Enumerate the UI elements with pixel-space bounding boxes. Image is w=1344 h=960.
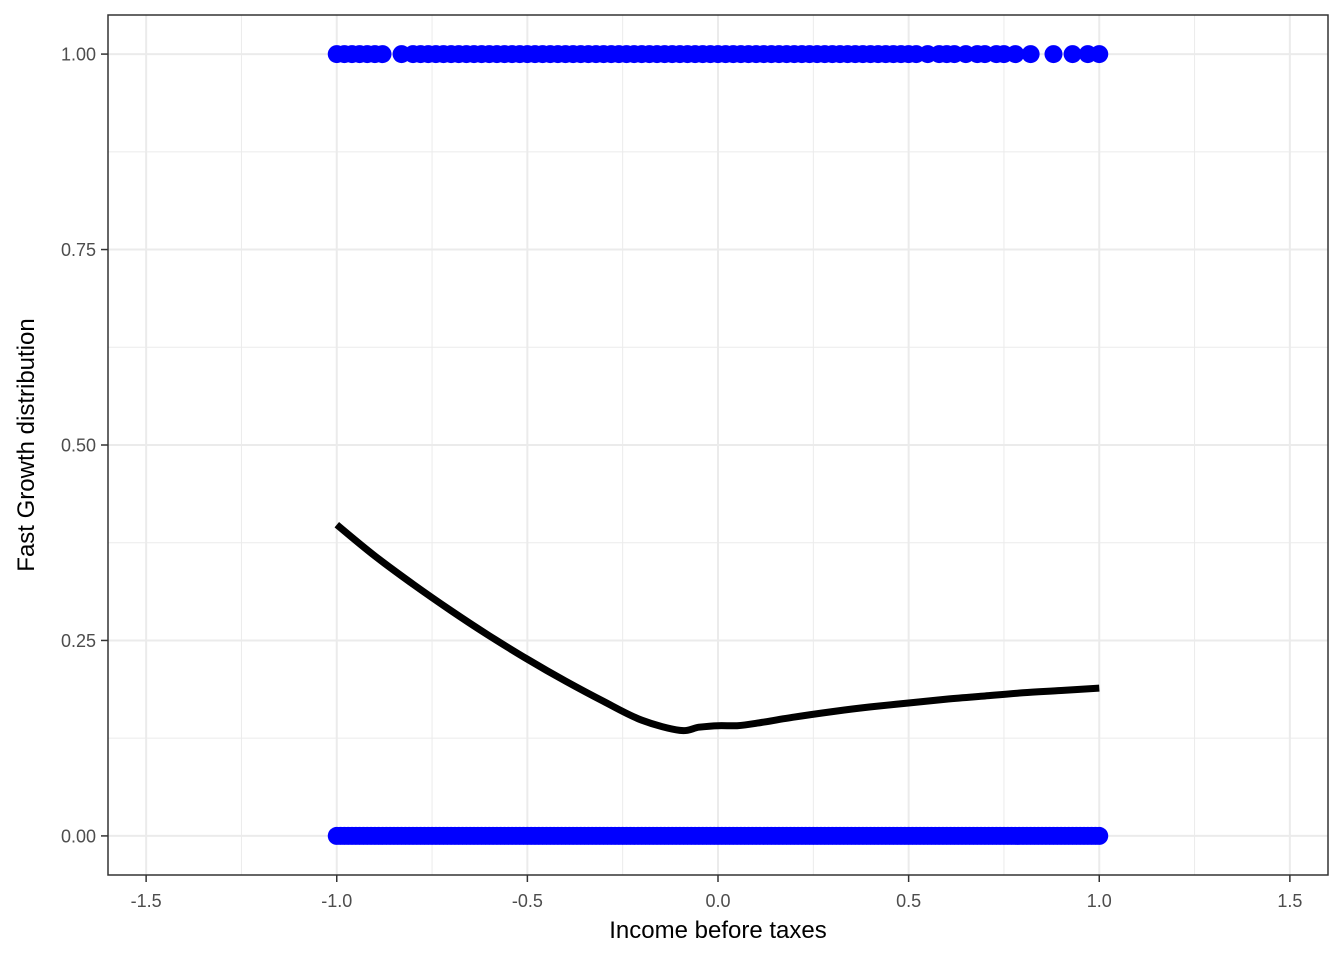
data-point bbox=[373, 45, 392, 64]
x-tick-label: 1.5 bbox=[1277, 891, 1302, 911]
data-point bbox=[1044, 45, 1063, 64]
y-axis-title: Fast Growth distribution bbox=[13, 318, 40, 571]
data-point bbox=[1090, 826, 1109, 845]
x-tick-label: -1.0 bbox=[321, 891, 352, 911]
x-tick-label: 0.0 bbox=[705, 891, 730, 911]
data-point bbox=[1063, 45, 1082, 64]
x-axis-title: Income before taxes bbox=[609, 917, 826, 944]
y-axis: 0.00 0.25 0.50 0.75 1.00 bbox=[61, 45, 108, 846]
y-tick-label: 0.25 bbox=[61, 631, 96, 651]
x-tick-label: 1.0 bbox=[1087, 891, 1112, 911]
data-point bbox=[1006, 45, 1025, 64]
y-tick-label: 0.50 bbox=[61, 436, 96, 456]
x-tick-label: 0.5 bbox=[896, 891, 921, 911]
y-tick-label: 1.00 bbox=[61, 45, 96, 65]
y-tick-label: 0.75 bbox=[61, 240, 96, 260]
x-tick-label: -0.5 bbox=[512, 891, 543, 911]
points-y0 bbox=[327, 826, 1109, 845]
data-point bbox=[1021, 45, 1040, 64]
x-axis: -1.5 -1.0 -0.5 0.0 0.5 1.0 1.5 bbox=[131, 875, 1302, 911]
points-y1 bbox=[327, 45, 1109, 64]
x-tick-label: -1.5 bbox=[131, 891, 162, 911]
smooth-line bbox=[334, 522, 1100, 735]
data-point bbox=[1090, 45, 1109, 64]
y-tick-label: 0.00 bbox=[61, 826, 96, 846]
